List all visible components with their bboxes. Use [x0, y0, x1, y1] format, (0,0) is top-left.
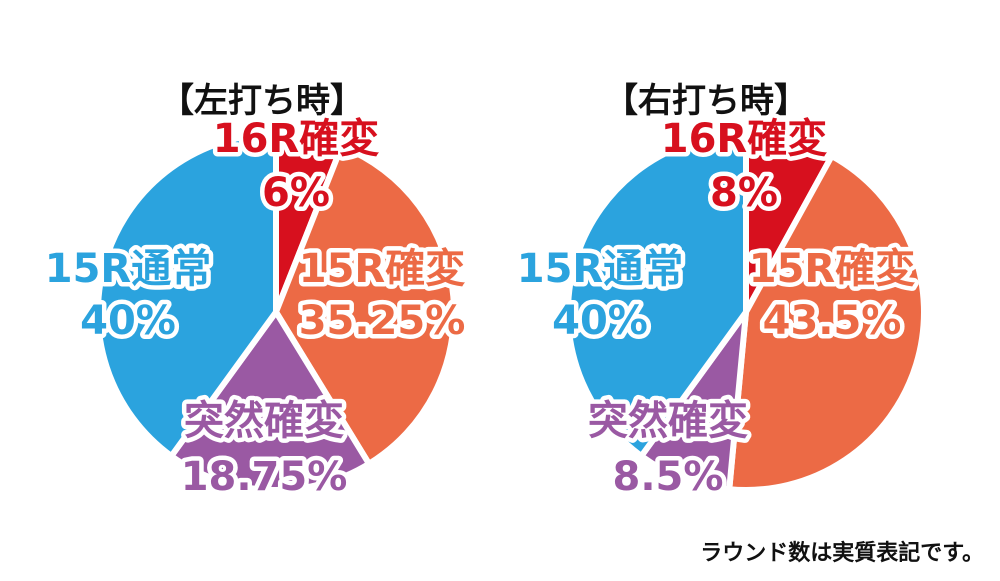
slice-value-label: 8.5%: [613, 454, 724, 500]
footnote: ラウンド数は実質表記です。: [700, 541, 984, 566]
slice-value-label: 40%: [80, 298, 176, 344]
slice-value-label: 43.5%: [763, 298, 902, 344]
pie-chart-1: 【左打ち時】16R確変 6% 15R確変 35.25% 突然確変 18.75% 15R通常 4…: [40, 81, 470, 505]
slice-value-label: 40%: [552, 298, 648, 344]
pie-slice: [95, 131, 279, 460]
slice-value-label: 8%: [710, 170, 778, 216]
pie-slice: [565, 131, 749, 460]
pie-slice: [726, 153, 927, 493]
slice-name-label: 16R確変: [213, 116, 379, 162]
slice-value-label: 35.25%: [299, 298, 466, 344]
chart-title: 【右打ち時】: [604, 81, 808, 121]
slice-name-label: 15R通常: [517, 246, 683, 292]
slice-name-label: 15R通常: [45, 246, 211, 292]
slice-name-label: 突然確変: [588, 398, 748, 444]
pie-slice: [168, 309, 372, 493]
chart-title: 【左打ち時】: [160, 81, 364, 121]
pie-chart-2: 【右打ち時】16R確変 8% 15R確変 43.5% 突然確変 8.5% 15R通常 40%: [512, 81, 927, 505]
slice-value-label: 18.75%: [181, 454, 348, 500]
slice-value-label: 6%: [262, 170, 330, 216]
slice-name-label: 突然確変: [184, 398, 344, 444]
slice-name-label: 15R確変: [749, 246, 915, 292]
slice-name-label: 16R確変: [661, 116, 827, 162]
slice-name-label: 15R確変: [299, 246, 465, 292]
